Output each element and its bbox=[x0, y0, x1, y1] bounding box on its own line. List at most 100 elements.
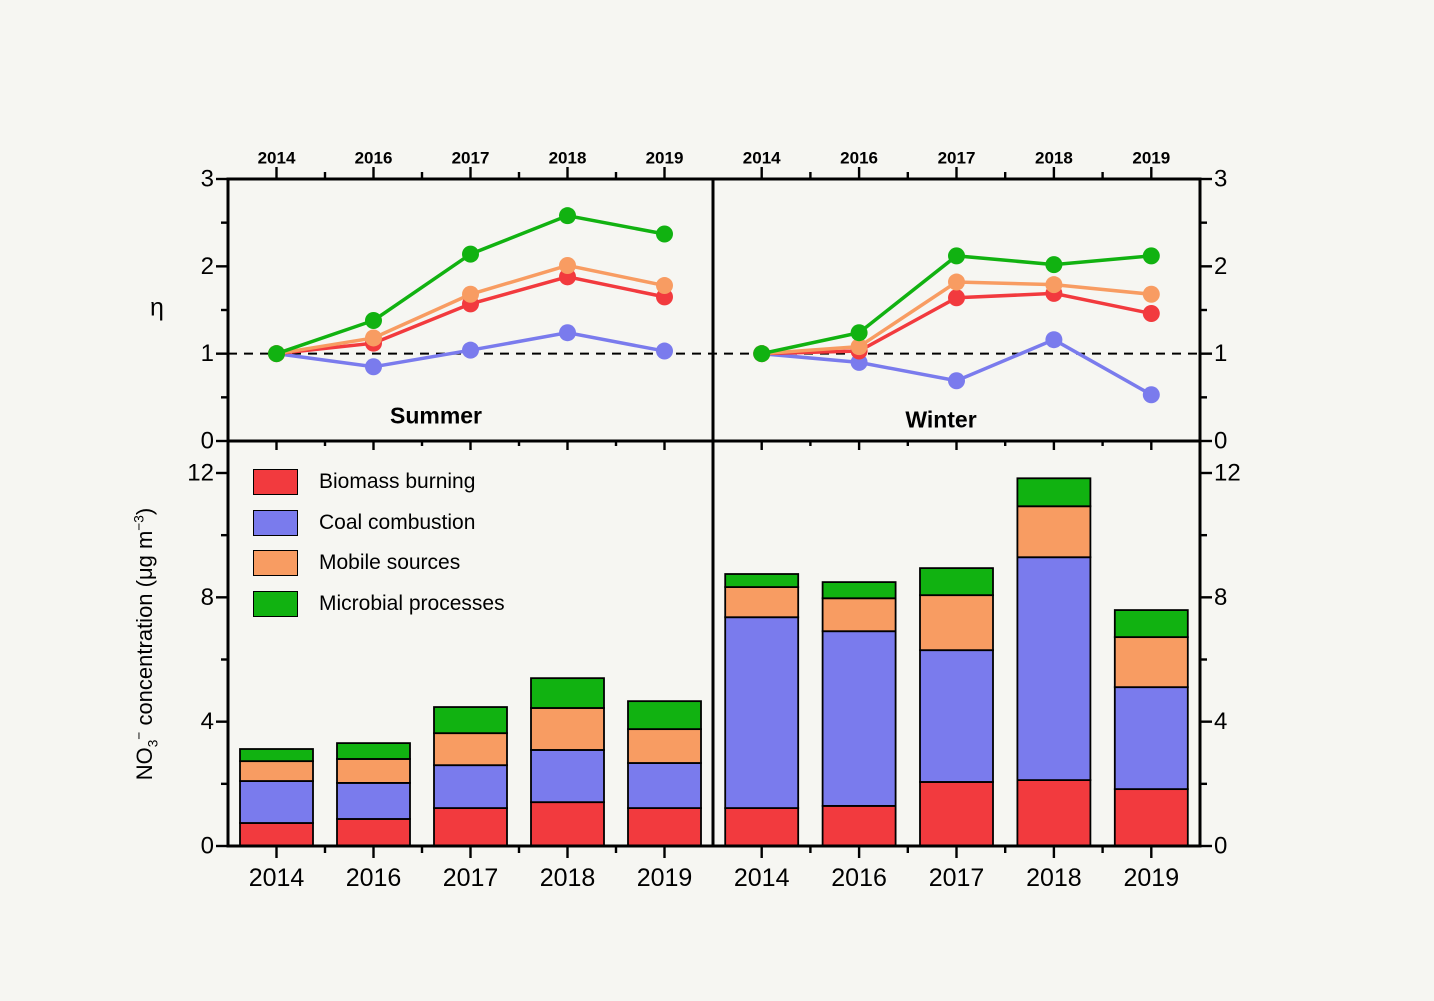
y-tick-label-left: 0 bbox=[201, 833, 214, 860]
bar-segment-coal-combustion bbox=[239, 780, 314, 824]
bar-segment-mobile-sources bbox=[530, 707, 605, 751]
x-axis-year-label-bottom: 2019 bbox=[1123, 864, 1179, 892]
bar-segment-coal-combustion bbox=[724, 616, 800, 809]
y-tick-label-left: 12 bbox=[187, 460, 214, 487]
x-axis-year-label-bottom: 2017 bbox=[929, 864, 985, 892]
bar-segment-mobile-sources bbox=[627, 728, 702, 764]
x-axis-year-label-bottom: 2016 bbox=[831, 864, 887, 892]
y-tick-label-right: 1 bbox=[1214, 340, 1227, 367]
bar-segment-biomass-burning bbox=[919, 781, 994, 847]
no3-end: ) bbox=[131, 507, 157, 516]
bar-segment-biomass-burning bbox=[821, 805, 897, 847]
legend-swatch-microbial-processes bbox=[253, 590, 298, 617]
bar-segment-mobile-sources bbox=[433, 732, 508, 767]
panel-title-winter: Winter bbox=[905, 406, 977, 433]
y-tick-label-left: 0 bbox=[201, 428, 214, 455]
bar-segment-microbial-processes bbox=[627, 700, 702, 731]
bar-segment-microbial-processes bbox=[336, 742, 411, 760]
legend-label: Mobile sources bbox=[319, 551, 461, 575]
legend-swatch-biomass-burning bbox=[253, 469, 298, 496]
bar-segment-mobile-sources bbox=[336, 758, 411, 784]
legend-swatch-mobile-sources bbox=[253, 550, 298, 577]
bar-segment-coal-combustion bbox=[336, 782, 411, 820]
bar-segment-mobile-sources bbox=[919, 594, 994, 652]
x-axis-year-label-top: 2016 bbox=[355, 149, 393, 168]
y-tick-label-right: 12 bbox=[1214, 460, 1241, 487]
y-tick-label-left: 8 bbox=[201, 584, 214, 611]
data-point-marker-microbial-processes bbox=[365, 311, 382, 329]
x-axis-year-label-bottom: 2017 bbox=[443, 864, 499, 892]
data-point-marker-coal-combustion bbox=[462, 341, 479, 359]
legend-item-mobile-sources: Mobile sources bbox=[253, 543, 505, 584]
legend-swatch-coal-combustion bbox=[253, 509, 298, 536]
bar-segment-mobile-sources bbox=[821, 597, 897, 633]
bar-segment-microbial-processes bbox=[821, 581, 897, 600]
bar-segment-microbial-processes bbox=[724, 573, 800, 588]
bar-segment-biomass-burning bbox=[433, 807, 508, 847]
no3-exp: −3 bbox=[131, 515, 147, 531]
bar-segment-biomass-burning bbox=[336, 818, 411, 847]
data-point-marker-mobile-sources bbox=[559, 256, 576, 274]
no3-mid: concentration (μg m bbox=[131, 530, 157, 732]
bar-segment-microbial-processes bbox=[530, 677, 605, 709]
bar-segment-microbial-processes bbox=[433, 706, 508, 735]
bar-segment-microbial-processes bbox=[239, 748, 314, 763]
data-point-marker-coal-combustion bbox=[365, 358, 382, 376]
y-tick-label-right: 2 bbox=[1214, 253, 1227, 280]
panel-title-summer: Summer bbox=[389, 402, 483, 429]
bar-segment-mobile-sources bbox=[724, 586, 800, 619]
x-axis-year-label-bottom: 2014 bbox=[734, 864, 790, 892]
data-point-marker-mobile-sources bbox=[1142, 285, 1160, 303]
x-axis-year-label-top: 2014 bbox=[743, 149, 781, 168]
data-point-marker-biomass-burning bbox=[1142, 304, 1160, 322]
data-point-marker-microbial-processes bbox=[462, 245, 479, 263]
y-tick-label-left: 4 bbox=[201, 708, 214, 735]
bar-segment-mobile-sources bbox=[239, 760, 314, 782]
data-point-marker-mobile-sources bbox=[948, 273, 965, 291]
data-point-marker-microbial-processes bbox=[948, 247, 965, 265]
x-axis-year-label-top: 2018 bbox=[1035, 149, 1073, 168]
x-axis-year-label-bottom: 2016 bbox=[346, 864, 402, 892]
legend-label: Microbial processes bbox=[319, 591, 505, 615]
data-point-marker-microbial-processes bbox=[1142, 247, 1160, 265]
x-axis-year-label-top: 2018 bbox=[549, 149, 587, 168]
x-axis-year-label-bottom: 2018 bbox=[540, 864, 596, 892]
bar-segment-coal-combustion bbox=[821, 630, 897, 807]
data-point-marker-microbial-processes bbox=[753, 345, 771, 363]
bar-segment-mobile-sources bbox=[1016, 505, 1092, 559]
x-axis-year-label-top: 2019 bbox=[1132, 149, 1170, 168]
bar-segment-biomass-burning bbox=[724, 807, 800, 847]
bar-segment-microbial-processes bbox=[1016, 477, 1092, 508]
legend-item-biomass-burning: Biomass burning bbox=[253, 462, 505, 503]
bar-segment-biomass-burning bbox=[530, 801, 605, 847]
legend: Biomass burning Coal combustion Mobile s… bbox=[253, 462, 505, 624]
x-axis-year-label-top: 2016 bbox=[840, 149, 878, 168]
y-axis-label-eta: η bbox=[150, 293, 164, 322]
x-axis-year-label-bottom: 2019 bbox=[637, 864, 693, 892]
x-axis-year-label-top: 2017 bbox=[938, 149, 976, 168]
data-point-marker-coal-combustion bbox=[559, 324, 576, 342]
bar-segment-coal-combustion bbox=[433, 764, 508, 809]
data-point-marker-mobile-sources bbox=[1045, 276, 1063, 294]
x-axis-year-label-top: 2019 bbox=[646, 149, 684, 168]
data-point-marker-microbial-processes bbox=[268, 345, 285, 363]
y-tick-label-left: 1 bbox=[201, 340, 214, 367]
y-tick-label-right: 0 bbox=[1214, 833, 1227, 860]
y-tick-label-right: 4 bbox=[1214, 708, 1227, 735]
data-point-marker-mobile-sources bbox=[365, 329, 382, 347]
data-point-marker-microbial-processes bbox=[559, 207, 576, 225]
legend-label: Coal combustion bbox=[319, 510, 476, 534]
bar-segment-coal-combustion bbox=[627, 762, 702, 809]
bar-segment-biomass-burning bbox=[239, 822, 314, 847]
x-axis-year-label-top: 2014 bbox=[258, 149, 296, 168]
bar-segment-biomass-burning bbox=[1113, 788, 1189, 847]
bar-segment-biomass-burning bbox=[627, 807, 702, 847]
legend-item-microbial-processes: Microbial processes bbox=[253, 584, 505, 625]
legend-label: Biomass burning bbox=[319, 470, 476, 494]
x-axis-year-label-top: 2017 bbox=[452, 149, 490, 168]
no3-base: NO bbox=[131, 747, 157, 781]
y-tick-label-right: 3 bbox=[1214, 166, 1227, 193]
data-point-marker-mobile-sources bbox=[462, 285, 479, 303]
data-point-marker-mobile-sources bbox=[850, 338, 868, 356]
